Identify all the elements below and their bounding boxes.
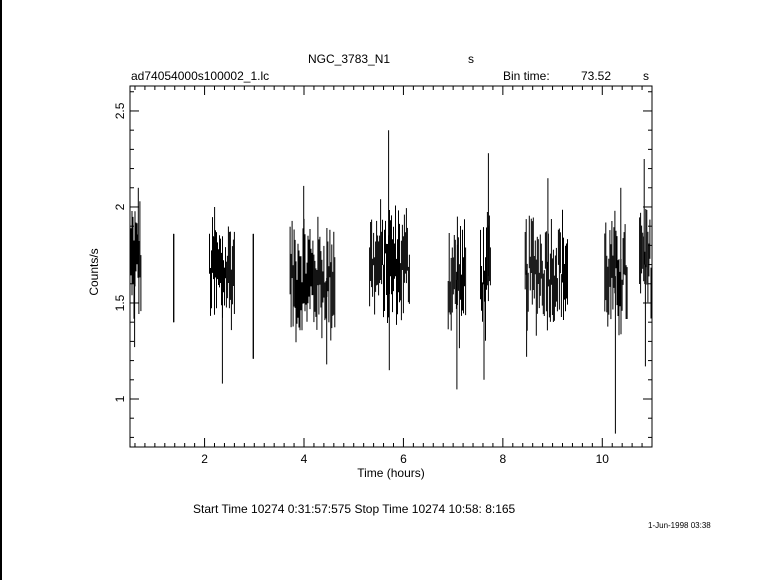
x-tick-label: 6 [400, 452, 407, 466]
light-curve-data [130, 130, 653, 434]
light-curve-segment [209, 207, 235, 384]
light-curve-segment [130, 187, 142, 348]
light-curve-segment [289, 185, 336, 365]
x-tick-label: 8 [500, 452, 507, 466]
x-tick-label: 4 [301, 452, 308, 466]
light-curve-segment [369, 130, 410, 371]
light-curve-segment [480, 153, 491, 380]
object-name: NGC_3783_N1 [308, 52, 391, 66]
plot-axes: 2 4 6 8 10 1 1.5 2 2.5 [113, 85, 653, 466]
window-left-edge [0, 0, 2, 580]
bin-time-unit: s [643, 69, 649, 83]
x-tick-label: 2 [201, 452, 208, 466]
y-tick-label: 1.5 [113, 294, 127, 311]
y-axis-label: Counts/s [87, 248, 101, 295]
units-label: s [468, 52, 474, 66]
light-curve-segment [447, 216, 467, 390]
light-curve-segment [604, 187, 628, 434]
y-tick-label: 1 [113, 395, 127, 402]
x-tick-label: 10 [596, 452, 610, 466]
light-curve-segment [524, 178, 568, 357]
bin-time-value: 73.52 [581, 69, 612, 83]
print-date: 1-Jun-1998 03:38 [648, 521, 711, 530]
bin-time-label: Bin time: [503, 69, 550, 83]
time-range: Start Time 10274 0:31:57:575 Stop Time 1… [193, 502, 516, 516]
light-curve-segment [639, 159, 653, 367]
x-axis-label: Time (hours) [357, 466, 425, 480]
y-tick-label: 2.5 [113, 102, 127, 119]
y-tick-label: 2 [113, 203, 127, 210]
file-name: ad74054000s100002_1.lc [131, 69, 270, 83]
